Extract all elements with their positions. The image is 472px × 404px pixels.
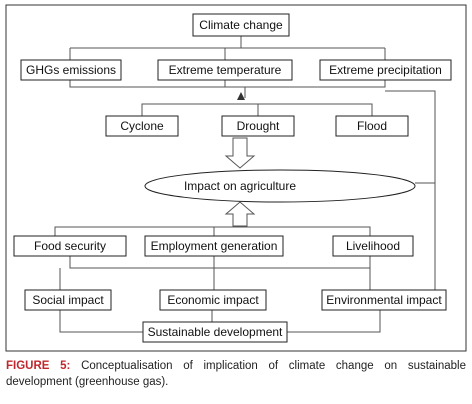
node-label: Climate change — [199, 18, 283, 32]
nodes: Climate change GHGs emissions Extreme temp… — [13, 13, 452, 343]
node-box — [144, 235, 284, 257]
node-box — [319, 59, 452, 81]
node-label: Drought — [237, 119, 280, 133]
connectors — [54, 36, 446, 333]
node-label: Food security — [34, 239, 106, 253]
node-box — [159, 289, 267, 311]
node-label: GHGs emissions — [26, 63, 116, 77]
node-label: Cyclone — [120, 119, 164, 133]
node-box — [142, 321, 288, 343]
node-label: Employment generation — [151, 239, 278, 253]
caption-label: FIGURE 5: — [6, 360, 71, 372]
caption-text: Conceptualisation of implication of clim… — [6, 360, 466, 388]
node-label: Environmental impact — [326, 293, 442, 307]
node-label: Extreme precipitation — [329, 63, 442, 77]
node-box — [321, 289, 447, 311]
caption: FIGURE 5: Conceptualisation of implicati… — [6, 358, 466, 390]
node-label: Livelihood — [346, 239, 400, 253]
node-label: Social impact — [32, 293, 104, 307]
node-label: Impact on agriculture — [184, 179, 296, 193]
node-box — [332, 235, 414, 257]
node-label: Extreme temperature — [169, 63, 282, 77]
node-box — [24, 289, 112, 311]
node-box — [221, 115, 295, 137]
frame — [5, 4, 467, 352]
node-label: Economic impact — [167, 293, 259, 307]
node-box — [20, 59, 122, 81]
node-label: Flood — [357, 119, 387, 133]
node-box — [13, 235, 127, 257]
diagram: Climate change GHGs emissions Extreme temp… — [5, 4, 467, 352]
node-box — [157, 59, 293, 81]
node-ellipse — [144, 169, 416, 203]
node-box — [335, 115, 409, 137]
node-label: Sustainable development — [148, 325, 283, 339]
node-box — [192, 13, 290, 37]
node-box — [105, 115, 179, 137]
